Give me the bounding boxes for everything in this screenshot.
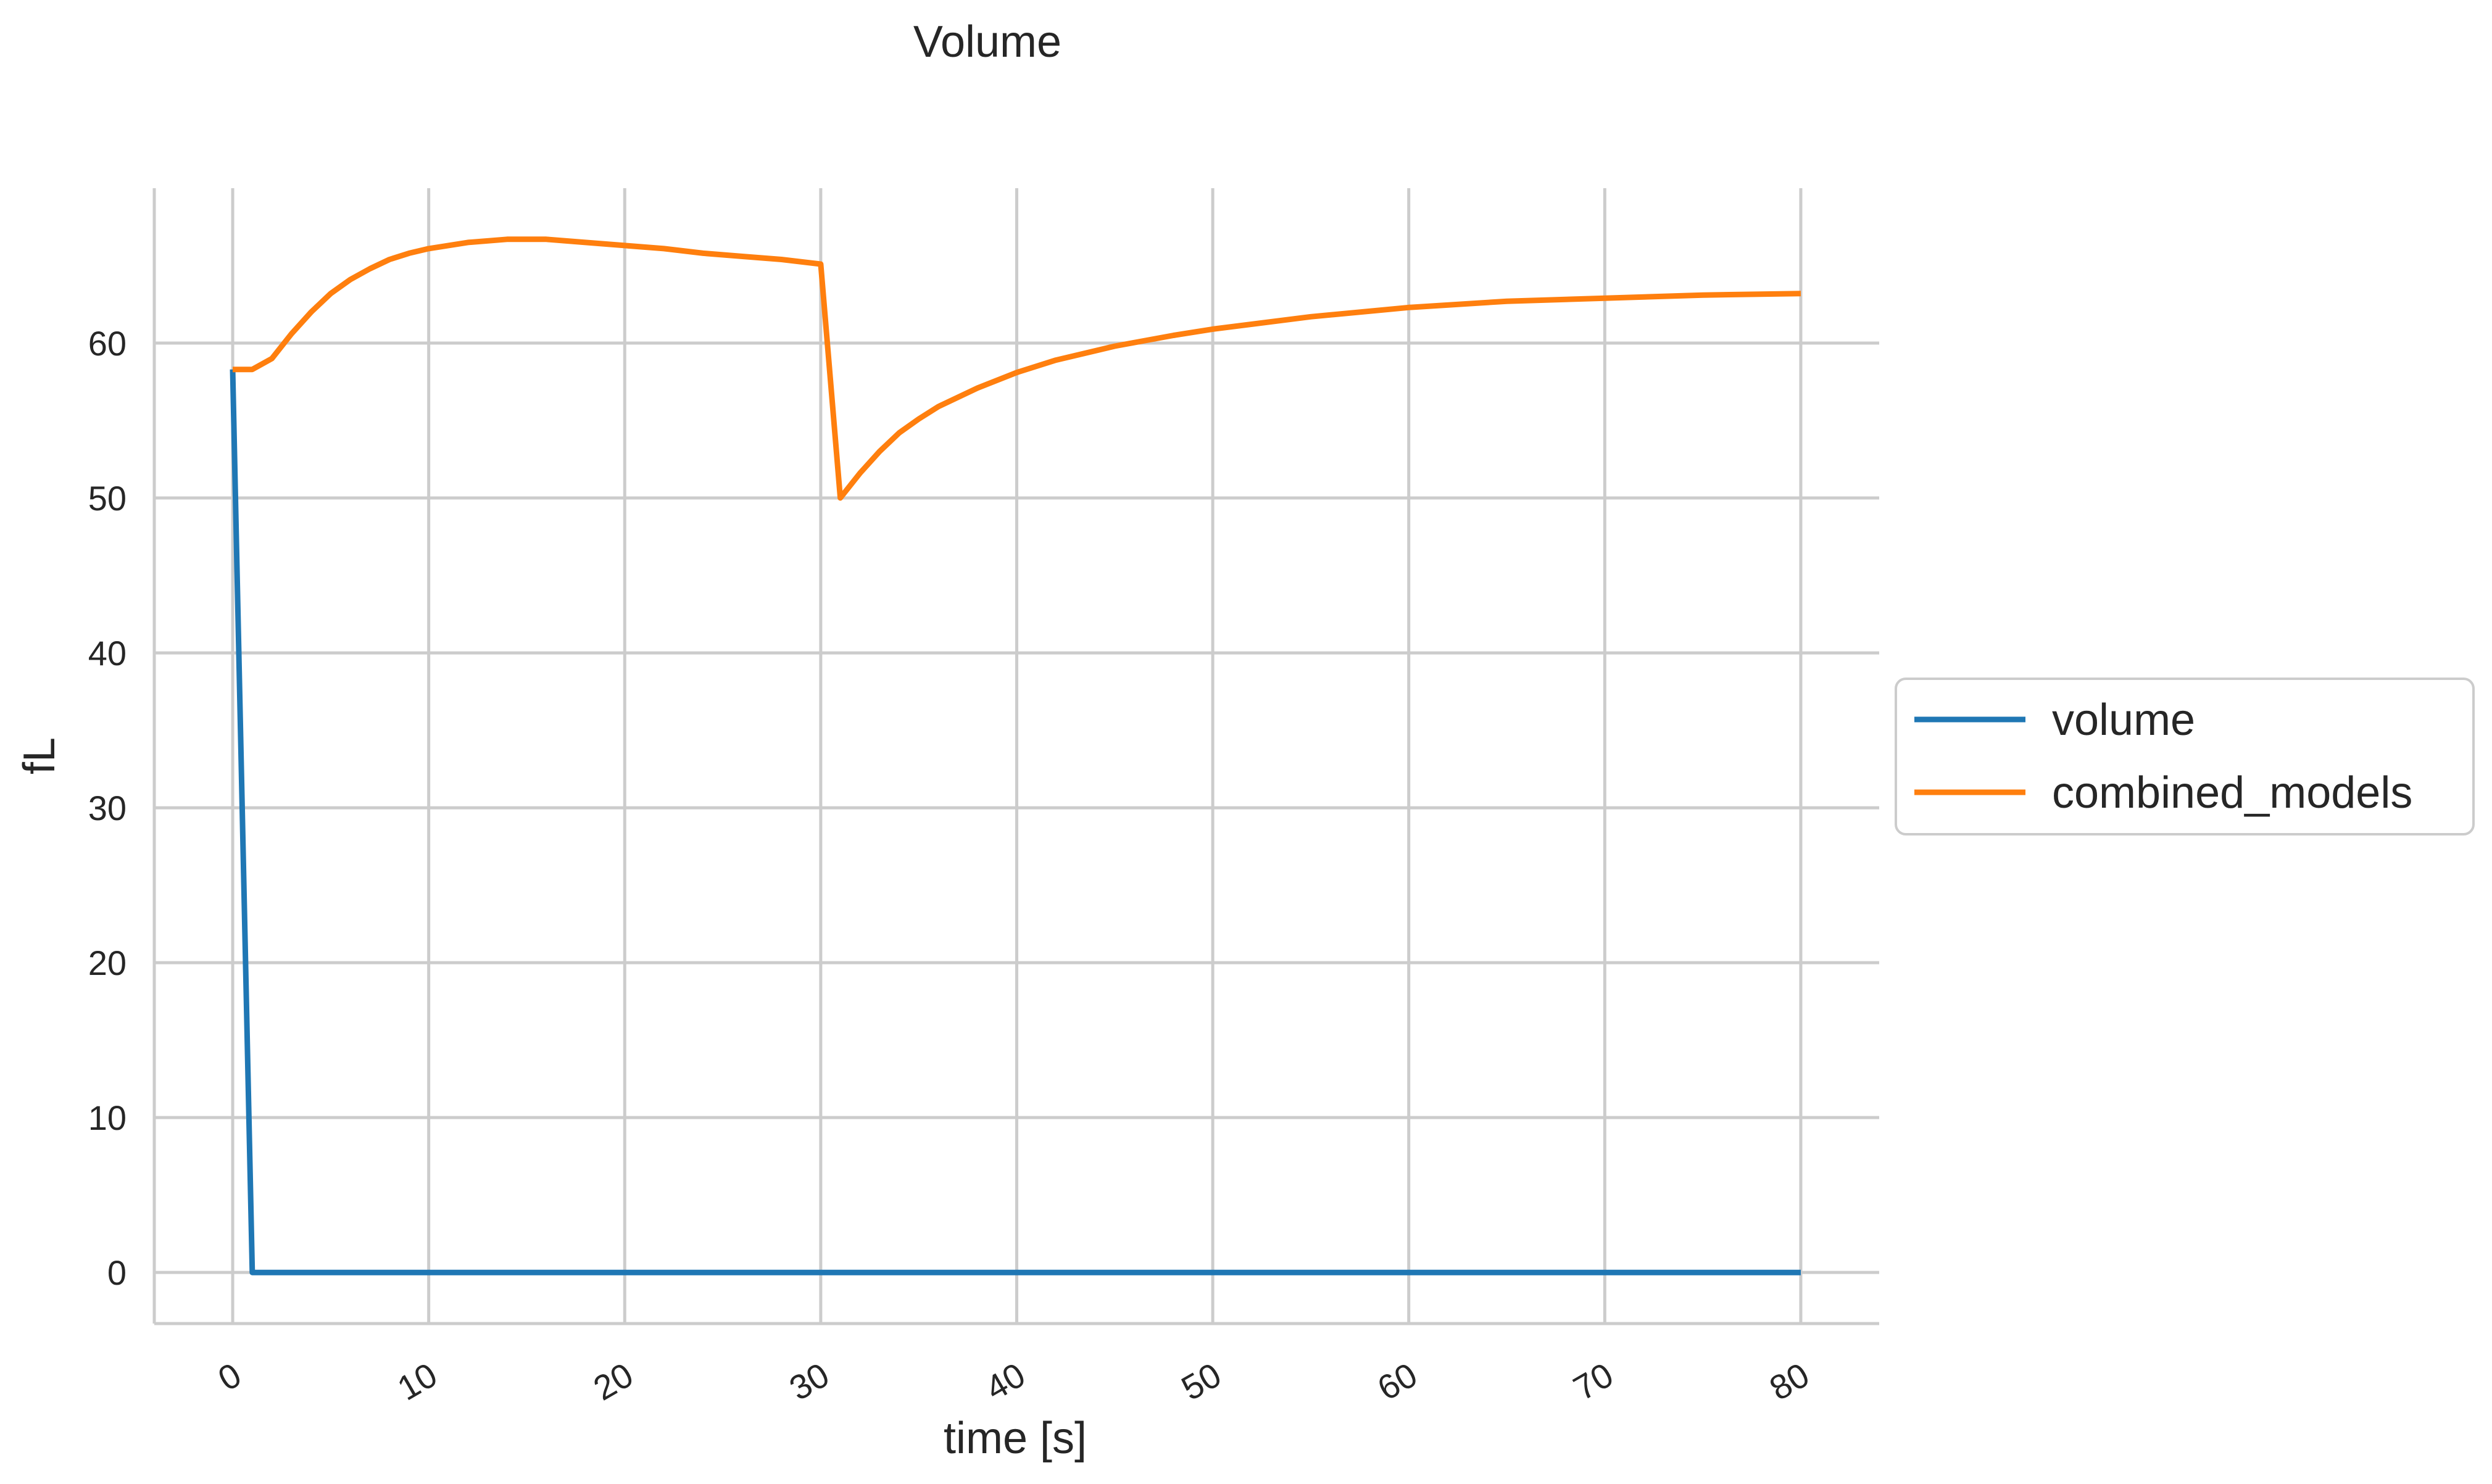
legend-label-combined-models: combined_models [2052,768,2412,818]
x-tick-label-6: 60 [1371,1355,1423,1408]
x-grid-lines [231,188,1803,1324]
y-tick-labels: 0 10 20 30 40 50 60 [88,324,127,1292]
x-tick-label-7: 70 [1567,1355,1619,1408]
series-lines [230,236,1801,1275]
x-tick-label-8: 80 [1763,1355,1816,1408]
y-tick-label-0: 0 [107,1253,127,1292]
x-tick-label-1: 10 [391,1355,443,1408]
x-tick-label-2: 20 [587,1355,639,1408]
x-tick-label-5: 50 [1175,1355,1227,1408]
legend: volume combined_models [1895,678,2475,835]
x-tick-label-3: 30 [783,1355,835,1408]
axes-spines [152,188,1879,1325]
y-tick-label-2: 20 [88,943,127,982]
series-line-volume [230,369,1801,1275]
y-tick-label-4: 40 [88,634,127,673]
y-axis-label: fL [15,737,64,774]
y-tick-label-5: 50 [88,479,127,518]
series-line-combined-models [233,236,1801,501]
chart-title: Volume [913,17,1061,67]
x-tick-labels: 0 10 20 30 40 50 60 70 80 [212,1355,1816,1408]
y-tick-label-1: 10 [88,1098,127,1137]
x-axis-label: time [s] [944,1414,1087,1463]
x-tick-label-4: 40 [979,1355,1031,1408]
y-tick-label-6: 60 [88,324,127,363]
legend-box [1895,678,2475,835]
y-tick-label-3: 30 [88,789,127,827]
legend-label-volume: volume [2052,695,2195,745]
x-tick-label-0: 0 [212,1355,247,1398]
